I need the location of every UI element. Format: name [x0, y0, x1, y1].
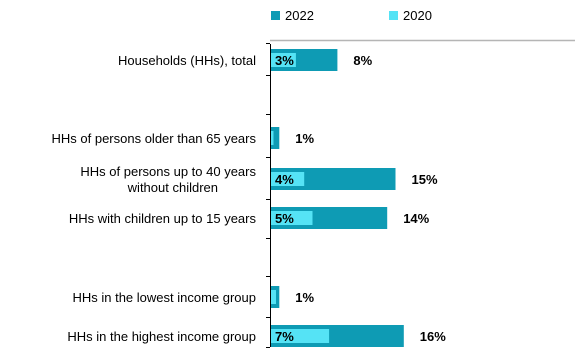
- bar-2020: [271, 131, 274, 145]
- bar-2020: [271, 53, 296, 67]
- axis: [266, 39, 575, 348]
- value-label-2022: 16%: [420, 329, 446, 344]
- category-label: Households (HHs), total: [118, 53, 256, 68]
- value-label-2022: 8%: [353, 53, 372, 68]
- bar-2020: [271, 172, 305, 186]
- bar-2020: [271, 329, 330, 343]
- value-label-2020: 7%: [275, 329, 294, 344]
- bar-2020: [271, 290, 276, 304]
- value-label-2020: 4%: [275, 172, 294, 187]
- bars: [271, 49, 404, 347]
- value-label-2022: 1%: [295, 290, 314, 305]
- category-label: HHs of persons up to 40 years without chi…: [80, 164, 256, 195]
- legend-swatch-2022: [271, 11, 280, 20]
- value-label-2022: 14%: [403, 211, 429, 226]
- category-label: HHs in the highest income group: [67, 329, 256, 344]
- legend-swatch-2020: [389, 11, 398, 20]
- category-label: HHs in the lowest income group: [72, 290, 256, 305]
- bar-2020: [271, 211, 313, 225]
- legend-label-2022: 2022: [285, 8, 314, 23]
- category-label: HHs with children up to 15 years: [69, 211, 257, 226]
- value-label-2020: 3%: [275, 53, 294, 68]
- bar-2022: [271, 127, 280, 149]
- category-label: HHs of persons older than 65 years: [52, 131, 257, 146]
- value-label-2022: 15%: [412, 172, 438, 187]
- labels: Households (HHs), total HHs of persons ol…: [52, 53, 447, 344]
- legend-label-2020: 2020: [403, 8, 432, 23]
- value-label-2022: 1%: [295, 131, 314, 146]
- legend: 2022 2020: [271, 8, 432, 23]
- value-label-2020: 5%: [275, 211, 294, 226]
